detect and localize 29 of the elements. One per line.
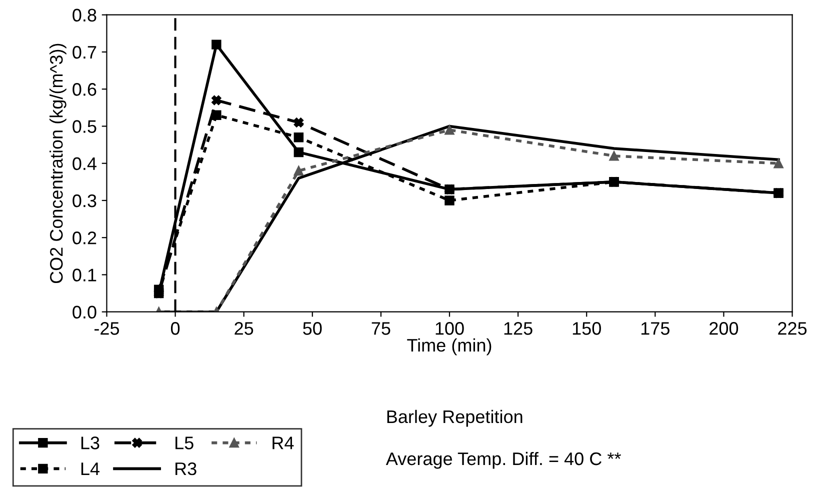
legend-label: L5: [176, 436, 194, 450]
y-tick-label: 0.7: [72, 46, 96, 59]
legend-label: L4: [81, 462, 100, 476]
text: Barley Repetition: [387, 410, 522, 427]
x-tick-label: 125: [504, 322, 532, 335]
y-tick-label: 0.8: [72, 8, 96, 22]
x-tick-label: 0: [170, 322, 180, 335]
y-tick-label: 0.4: [72, 157, 96, 170]
legend-label: L3: [81, 436, 100, 450]
x-tick-label: 25: [234, 322, 254, 335]
y-axis-title: CO2 Concentration (kg/(m^3)): [50, 44, 66, 284]
x-tick-label: 200: [710, 322, 738, 335]
y-tick-label: 0.1: [72, 268, 96, 282]
x-tick-label: 50: [303, 322, 322, 335]
x-tick-label: 175: [641, 322, 670, 335]
x-axis-title: Time (min): [407, 338, 492, 356]
y-tick-label: 0.6: [72, 83, 96, 96]
y-tick-label: 0.0: [72, 306, 96, 319]
x-tick-label: 75: [372, 322, 390, 335]
x-tick-label: -25: [94, 322, 120, 335]
y-tick-label: 0.3: [72, 194, 96, 208]
legend-label: R4: [272, 436, 294, 450]
y-tick-label: 0.5: [72, 120, 96, 133]
y-tick-label: 0.2: [72, 232, 96, 244]
legend-label: R3: [176, 462, 196, 476]
text: Average Temp. Diff. = 40 C **: [386, 452, 621, 469]
x-tick-label: 150: [572, 322, 601, 335]
x-tick-label: 100: [436, 322, 464, 335]
x-tick-label: 225: [778, 322, 807, 335]
